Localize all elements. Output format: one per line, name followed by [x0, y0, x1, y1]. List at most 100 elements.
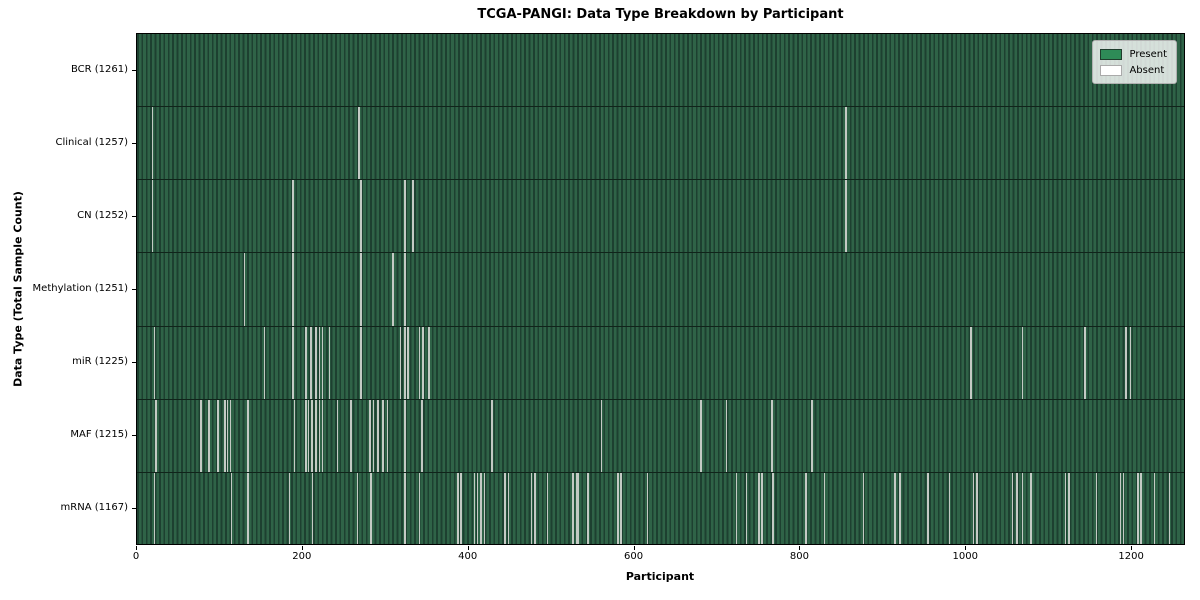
absent-mark	[761, 472, 763, 544]
xtick-mark	[136, 546, 137, 550]
absent-mark	[1011, 472, 1014, 544]
absent-mark	[587, 472, 589, 544]
absent-mark	[1095, 472, 1098, 544]
absent-mark	[292, 253, 294, 326]
absent-mark	[1064, 472, 1067, 544]
legend-absent-label: Absent	[1129, 64, 1165, 76]
row-mrna	[137, 472, 1184, 544]
absent-mark	[646, 472, 649, 544]
absent-mark	[360, 180, 362, 253]
absent-mark	[1119, 472, 1122, 544]
absent-mark	[845, 107, 847, 180]
ytick-label-clinical: Clinical (1257)	[55, 136, 129, 148]
absent-mark	[315, 326, 317, 399]
absent-mark	[263, 326, 266, 399]
absent-mark	[372, 399, 374, 472]
xtick-label-1000: 1000	[952, 551, 978, 562]
ytick-mark	[132, 508, 136, 510]
absent-mark	[422, 326, 424, 399]
absent-mark	[318, 326, 321, 399]
absent-mark	[386, 399, 389, 472]
absent-mark	[404, 472, 406, 544]
row-bcr	[137, 34, 1184, 108]
absent-mark	[970, 326, 972, 399]
absent-mark	[771, 399, 773, 472]
absent-mark	[1030, 472, 1032, 544]
absent-mark	[247, 399, 249, 472]
xtick-mark	[467, 546, 469, 550]
absent-mark	[305, 326, 307, 399]
absent-mark	[546, 472, 549, 544]
absent-mark	[1021, 326, 1024, 399]
absent-mark	[404, 399, 406, 472]
row-maf	[137, 399, 1184, 473]
absent-mark	[972, 472, 975, 544]
absent-mark	[305, 399, 307, 472]
absent-mark	[247, 472, 249, 544]
ytick-label-methylation: Methylation (1251)	[32, 283, 128, 294]
xtick-label-400: 400	[458, 551, 478, 562]
absent-mark	[200, 399, 202, 472]
legend-item-present: Present	[1100, 46, 1167, 62]
absent-mark	[1016, 472, 1018, 544]
absent-mark	[404, 326, 406, 399]
absent-mark	[229, 399, 232, 472]
absent-swatch-icon	[1100, 64, 1123, 76]
row-clinical	[137, 107, 1184, 181]
absent-mark	[392, 253, 394, 326]
absent-mark	[224, 399, 226, 472]
absent-mark	[480, 472, 482, 544]
ytick-label-maf: MAF (1215)	[70, 429, 128, 441]
absent-mark	[483, 472, 486, 544]
xtick-label-800: 800	[789, 551, 809, 562]
absent-mark	[358, 107, 360, 180]
absent-mark	[311, 472, 314, 544]
absent-mark	[1125, 326, 1127, 399]
absent-mark	[311, 399, 313, 472]
absent-mark	[356, 472, 359, 544]
ytick-mark	[132, 215, 136, 217]
absent-mark	[292, 180, 294, 253]
absent-mark	[491, 399, 493, 472]
xtick-label-200: 200	[292, 551, 312, 562]
absent-mark	[745, 472, 748, 544]
absent-mark	[407, 326, 409, 399]
absent-mark	[1140, 472, 1142, 544]
absent-mark	[927, 472, 929, 544]
absent-mark	[360, 326, 362, 399]
absent-mark	[243, 253, 246, 326]
absent-mark	[600, 399, 603, 472]
absent-mark	[460, 472, 462, 544]
absent-mark	[476, 472, 479, 544]
present-swatch-icon	[1100, 48, 1123, 60]
legend: Present Absent	[1092, 40, 1177, 84]
xtick-mark	[965, 546, 967, 550]
absent-mark	[575, 472, 578, 544]
absent-mark	[758, 472, 760, 544]
ytick-mark	[132, 435, 136, 437]
ytick-mark	[132, 289, 136, 290]
absent-mark	[735, 472, 738, 544]
absent-mark	[1153, 472, 1156, 544]
absent-mark	[948, 472, 951, 544]
absent-mark	[617, 472, 619, 544]
absent-mark	[226, 399, 229, 472]
absent-mark	[208, 399, 210, 472]
absent-mark	[369, 399, 371, 472]
absent-mark	[845, 180, 847, 253]
absent-mark	[805, 472, 807, 544]
legend-present-label: Present	[1129, 48, 1167, 60]
absent-mark	[457, 472, 459, 544]
xtick-label-0: 0	[132, 551, 140, 562]
absent-mark	[418, 472, 421, 544]
xtick-mark	[799, 546, 801, 550]
absent-mark	[428, 326, 430, 399]
absent-mark	[151, 107, 154, 180]
absent-mark	[230, 472, 233, 544]
absent-mark	[1129, 326, 1132, 399]
absent-mark	[1168, 472, 1171, 544]
absent-mark	[700, 399, 702, 472]
absent-mark	[336, 399, 339, 472]
ytick-mark	[132, 362, 136, 364]
